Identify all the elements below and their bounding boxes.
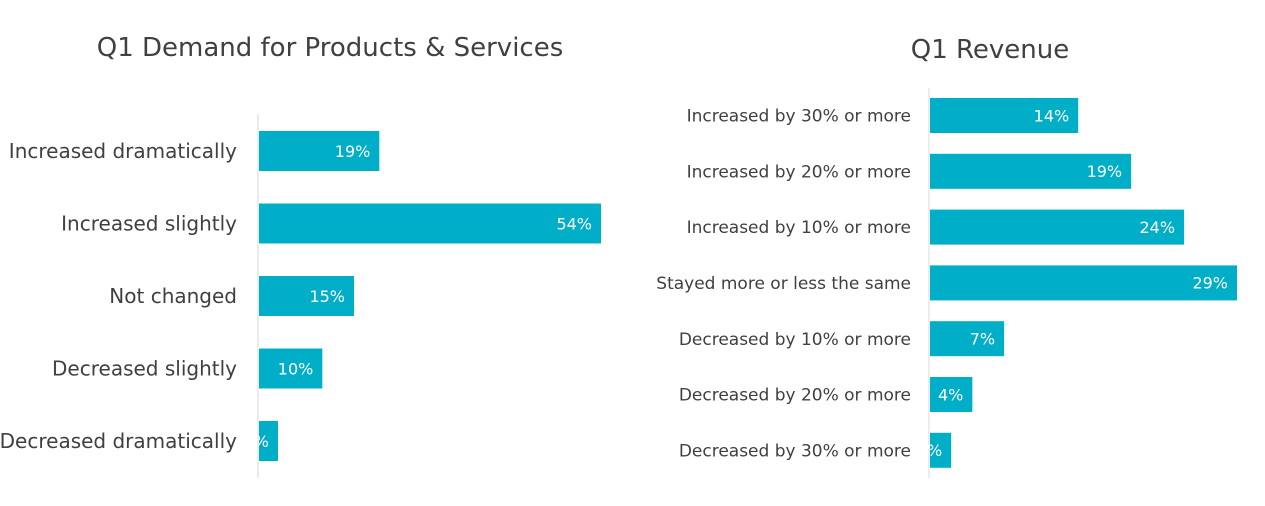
data-label: 7% xyxy=(970,329,995,348)
category-label: Decreased slightly xyxy=(52,357,237,381)
data-label: 24% xyxy=(1140,218,1176,237)
bars-group: Increased dramatically 19% Increased sligh… xyxy=(0,131,601,461)
bar xyxy=(930,265,1237,301)
bars-group: Increased by 30% or more 14% Increased by … xyxy=(656,98,1237,468)
bar xyxy=(930,209,1185,245)
bar xyxy=(259,131,380,171)
category-label: Decreased dramatically xyxy=(0,429,237,453)
chart-title: Q1 Demand for Products & Services xyxy=(97,33,564,63)
data-label: 19% xyxy=(1087,162,1123,181)
category-label: Increased by 20% or more xyxy=(687,162,911,182)
category-label: Increased dramatically xyxy=(9,139,237,163)
bar xyxy=(930,432,952,468)
category-label: Increased by 30% or more xyxy=(687,107,911,127)
data-label: 3% xyxy=(244,432,269,451)
category-label: Increased by 10% or more xyxy=(687,218,911,238)
bar xyxy=(930,377,973,412)
bar xyxy=(930,98,1079,133)
data-label: 10% xyxy=(278,359,314,378)
category-label: Decreased by 20% or more xyxy=(679,386,911,406)
data-label: 29% xyxy=(1192,274,1228,293)
category-label: Not changed xyxy=(109,284,237,308)
data-label: 2% xyxy=(917,441,942,460)
bar xyxy=(259,348,323,389)
data-label: 15% xyxy=(309,287,345,306)
category-label: Stayed more or less the same xyxy=(656,274,911,294)
bar xyxy=(259,203,601,244)
chart-demand: Q1 Demand for Products & Services Increa… xyxy=(0,33,601,478)
data-label: 19% xyxy=(335,142,371,161)
category-label: Decreased by 10% or more xyxy=(679,330,911,350)
data-label: 14% xyxy=(1034,106,1070,125)
chart-title: Q1 Revenue xyxy=(911,35,1070,65)
bar xyxy=(930,321,1005,357)
bar xyxy=(259,276,354,316)
bar xyxy=(259,421,278,461)
data-label: 54% xyxy=(556,214,592,233)
data-label: 4% xyxy=(938,385,963,404)
category-label: Increased slightly xyxy=(61,212,237,236)
bar xyxy=(930,153,1132,189)
category-label: Decreased by 30% or more xyxy=(679,441,911,461)
chart-revenue: Q1 Revenue Increased by 30% or more 14%In… xyxy=(656,35,1237,478)
